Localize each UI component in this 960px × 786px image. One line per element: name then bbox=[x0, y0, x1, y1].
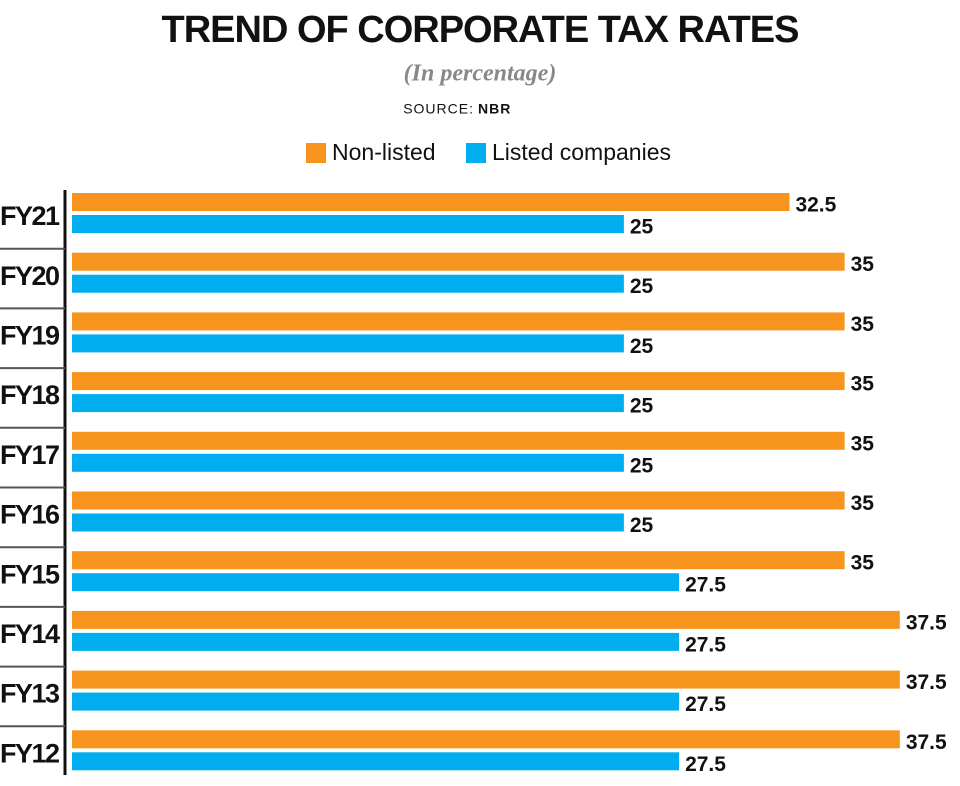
bar bbox=[72, 513, 624, 532]
legend-swatch bbox=[466, 143, 486, 163]
bar bbox=[72, 274, 624, 293]
category-label: FY17 bbox=[0, 440, 59, 470]
legend-swatch bbox=[306, 143, 326, 163]
bar bbox=[72, 692, 680, 711]
value-label: 37.5 bbox=[906, 611, 947, 634]
bar bbox=[72, 193, 790, 211]
bar bbox=[72, 394, 624, 413]
value-label: 25 bbox=[630, 395, 654, 418]
chart-title: TREND OF CORPORATE TAX RATES bbox=[162, 9, 799, 51]
bar bbox=[72, 334, 624, 353]
category-label: FY18 bbox=[0, 380, 60, 410]
chart-subtitle: (In percentage) bbox=[404, 61, 557, 87]
value-label: 25 bbox=[630, 514, 654, 537]
value-label: 35 bbox=[851, 552, 875, 575]
value-label: 25 bbox=[630, 454, 654, 477]
value-label: 35 bbox=[851, 313, 875, 336]
value-label: 37.5 bbox=[906, 671, 947, 694]
bar bbox=[72, 573, 680, 592]
value-label: 25 bbox=[630, 275, 654, 298]
category-label: FY15 bbox=[0, 559, 60, 589]
bar bbox=[72, 670, 900, 689]
category-label: FY16 bbox=[0, 500, 60, 530]
value-label: 27.5 bbox=[685, 693, 726, 716]
value-label: 35 bbox=[851, 492, 875, 515]
category-label: FY20 bbox=[0, 261, 59, 291]
bar bbox=[72, 453, 624, 472]
bar bbox=[72, 215, 624, 233]
bar bbox=[72, 252, 845, 271]
bar bbox=[72, 610, 900, 629]
category-label: FY13 bbox=[0, 679, 60, 709]
category-label: FY19 bbox=[0, 321, 60, 351]
value-label: 35 bbox=[851, 253, 875, 276]
value-label: 35 bbox=[851, 432, 875, 455]
category-label: FY14 bbox=[0, 619, 60, 649]
bar bbox=[72, 372, 845, 391]
legend-label: Listed companies bbox=[492, 139, 671, 165]
value-label: 25 bbox=[630, 335, 654, 358]
category-label: FY12 bbox=[0, 738, 59, 768]
bar bbox=[72, 431, 845, 450]
legend-label: Non-listed bbox=[332, 139, 436, 165]
value-label: 27.5 bbox=[685, 753, 726, 776]
bar bbox=[72, 312, 845, 331]
bar bbox=[72, 730, 900, 749]
value-label: 27.5 bbox=[685, 633, 726, 656]
value-label: 35 bbox=[851, 373, 875, 396]
source: NBR bbox=[478, 101, 511, 117]
value-label: 27.5 bbox=[685, 574, 726, 597]
value-label: 25 bbox=[630, 216, 654, 239]
bar bbox=[72, 632, 680, 651]
bar bbox=[72, 491, 845, 510]
source-label: SOURCE: bbox=[403, 101, 474, 117]
value-label: 37.5 bbox=[906, 731, 947, 754]
bar bbox=[72, 752, 680, 771]
category-label: FY21 bbox=[0, 201, 60, 231]
value-label: 32.5 bbox=[795, 194, 836, 217]
bar bbox=[72, 551, 845, 570]
